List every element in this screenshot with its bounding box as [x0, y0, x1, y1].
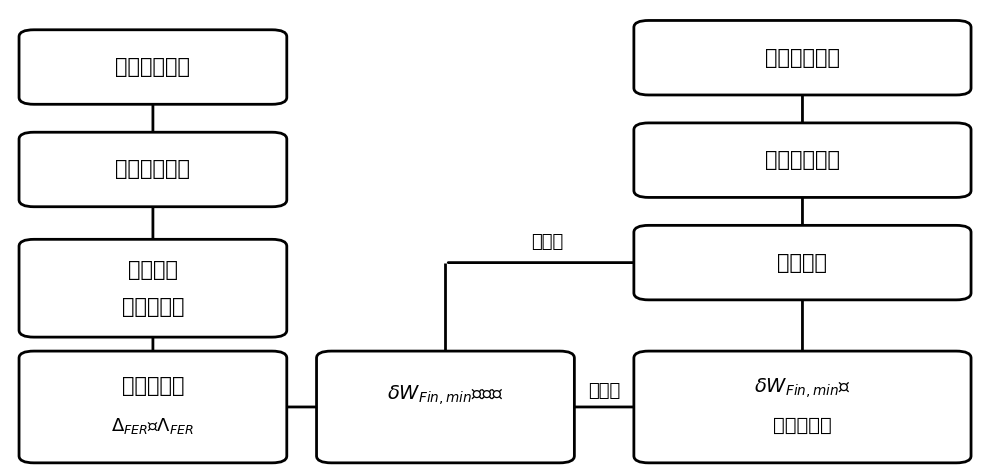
Text: $\delta W_{Fin,min}$的: $\delta W_{Fin,min}$的 [754, 376, 851, 400]
FancyBboxPatch shape [634, 123, 971, 197]
Text: $\delta W_{Fin,min}$的分布: $\delta W_{Fin,min}$的分布 [387, 383, 504, 407]
Text: 方法二: 方法二 [588, 382, 620, 400]
Text: 鳍边缘的: 鳍边缘的 [128, 260, 178, 280]
Text: 自相关函数: 自相关函数 [122, 297, 184, 317]
FancyBboxPatch shape [19, 132, 287, 207]
Text: 电路网表: 电路网表 [777, 253, 827, 273]
FancyBboxPatch shape [19, 351, 287, 463]
Text: 电路仿真软件: 电路仿真软件 [765, 150, 840, 170]
Text: 鳍的电镜照片: 鳍的电镜照片 [115, 57, 190, 77]
FancyBboxPatch shape [634, 351, 971, 463]
FancyBboxPatch shape [19, 30, 287, 104]
Text: 表征参数：: 表征参数： [122, 376, 184, 396]
Text: 方法一: 方法一 [531, 233, 563, 251]
Text: 粗糙的鳍边缘: 粗糙的鳍边缘 [115, 159, 190, 180]
FancyBboxPatch shape [19, 239, 287, 337]
Text: $\Delta_{FER}$，$\Lambda_{FER}$: $\Delta_{FER}$，$\Lambda_{FER}$ [111, 416, 195, 436]
FancyBboxPatch shape [634, 20, 971, 95]
FancyBboxPatch shape [634, 225, 971, 300]
FancyBboxPatch shape [317, 351, 574, 463]
Text: 均值、方差: 均值、方差 [773, 416, 832, 435]
Text: 电路性能参数: 电路性能参数 [765, 48, 840, 68]
